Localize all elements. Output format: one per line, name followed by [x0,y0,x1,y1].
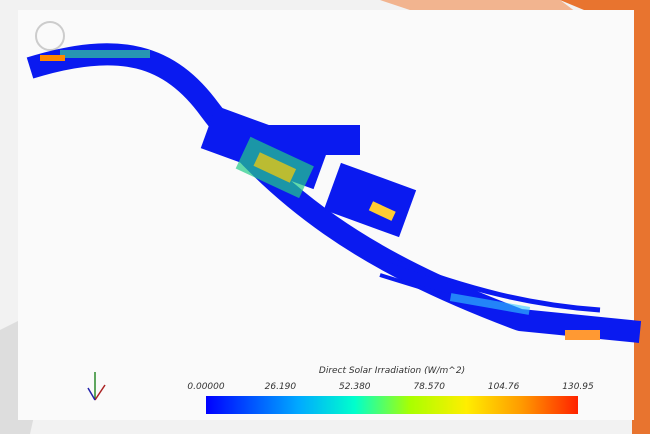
colorbar-tick-label: 130.95 [562,382,594,392]
colorbar-tick-label: 104.76 [488,382,520,392]
colorbar-tick-label: 26.190 [265,382,297,392]
colorbar [206,396,578,414]
colorbar-tick-label: 52.380 [339,382,371,392]
colorbar-title: Direct Solar Irradiation (W/m^2) [319,366,465,376]
colorbar-tick-label: 0.00000 [187,382,224,392]
screenshot: Direct Solar Irradiation (W/m^2) 0.00000… [0,0,650,434]
colorbar-tick-label: 78.570 [413,382,445,392]
